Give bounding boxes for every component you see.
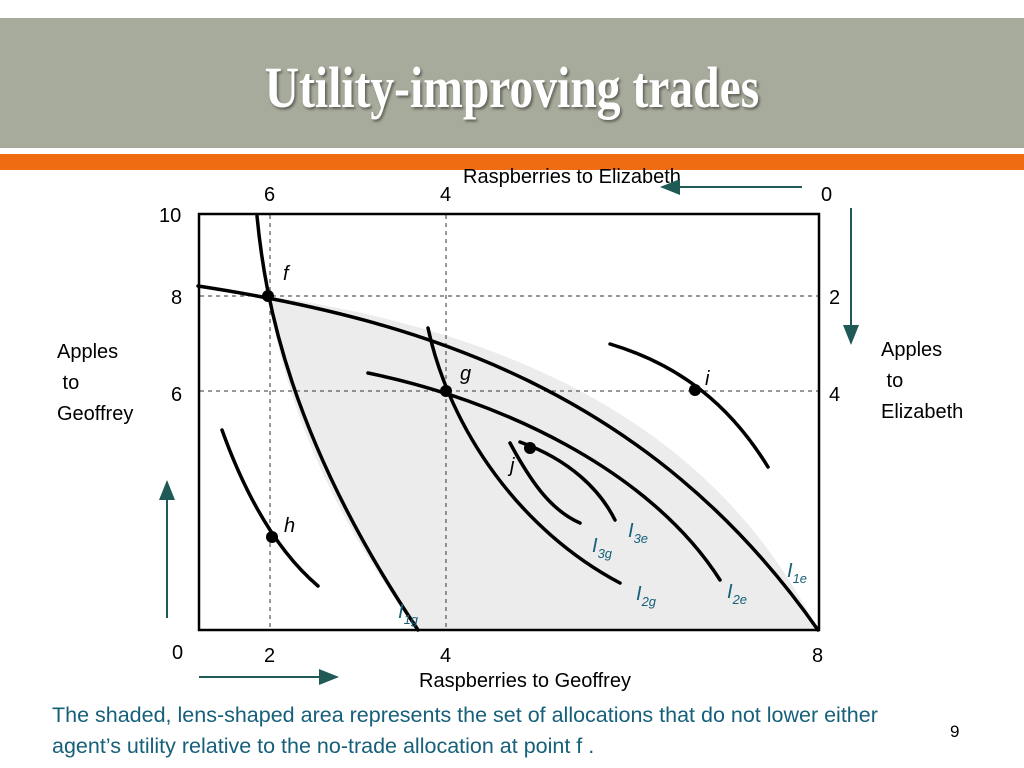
title-bar: Utility-improving trades <box>0 18 1024 148</box>
curve-i1g <box>255 214 420 632</box>
point-f-dot <box>262 290 274 302</box>
left-tick-8: 8 <box>171 287 182 309</box>
bottom-tick-4: 4 <box>440 645 451 667</box>
curve-h <box>220 428 320 588</box>
top-axis-label: Raspberries to Elizabeth <box>463 166 681 188</box>
point-g-dot <box>440 385 452 397</box>
point-h-dot <box>266 531 278 543</box>
bottom-tick-0: 0 <box>172 642 183 664</box>
bottom-tick-2: 2 <box>264 645 275 667</box>
point-i-label: i <box>705 368 710 390</box>
top-tick-4: 4 <box>440 184 451 206</box>
dashed-guides <box>200 215 818 630</box>
curve-i2e <box>366 371 722 582</box>
top-tick-6: 6 <box>264 184 275 206</box>
bottom-axis-label: Raspberries to Geoffrey <box>419 670 631 692</box>
label-i3e: I3e <box>628 520 648 546</box>
label-i1g: I1g <box>398 601 419 627</box>
right-tick-2: 2 <box>829 287 840 309</box>
left-axis-label: Apples to Geoffrey <box>57 341 133 425</box>
page-number: 9 <box>950 722 960 741</box>
label-i2e: I2e <box>727 581 747 607</box>
point-j-label: j <box>507 455 515 477</box>
slide-title: Utility-improving trades <box>264 55 760 120</box>
right-tick-4: 4 <box>829 384 840 406</box>
curve-i3g <box>508 441 582 525</box>
label-i2g: I2g <box>636 583 657 609</box>
point-h-label: h <box>284 515 295 537</box>
left-tick-10: 10 <box>159 205 181 227</box>
left-tick-6: 6 <box>171 384 182 406</box>
curve-i2g <box>426 326 622 585</box>
slide-caption: The shaded, lens-shaped area represents … <box>52 703 878 758</box>
label-i1e: I1e <box>787 560 807 586</box>
edgeworth-box <box>197 212 821 632</box>
top-tick-0: 0 <box>821 184 832 206</box>
bottom-tick-8: 8 <box>812 645 823 667</box>
right-axis-label: Apples to Elizabeth <box>881 339 963 423</box>
curve-i1e <box>196 284 820 632</box>
point-f-label: f <box>283 263 291 285</box>
label-i3g: I3g <box>592 535 613 561</box>
lens-shaded-area <box>268 296 818 630</box>
accent-bar <box>0 154 1024 170</box>
point-i-dot <box>689 384 701 396</box>
point-j-dot <box>524 442 536 454</box>
point-g-label: g <box>460 363 471 385</box>
